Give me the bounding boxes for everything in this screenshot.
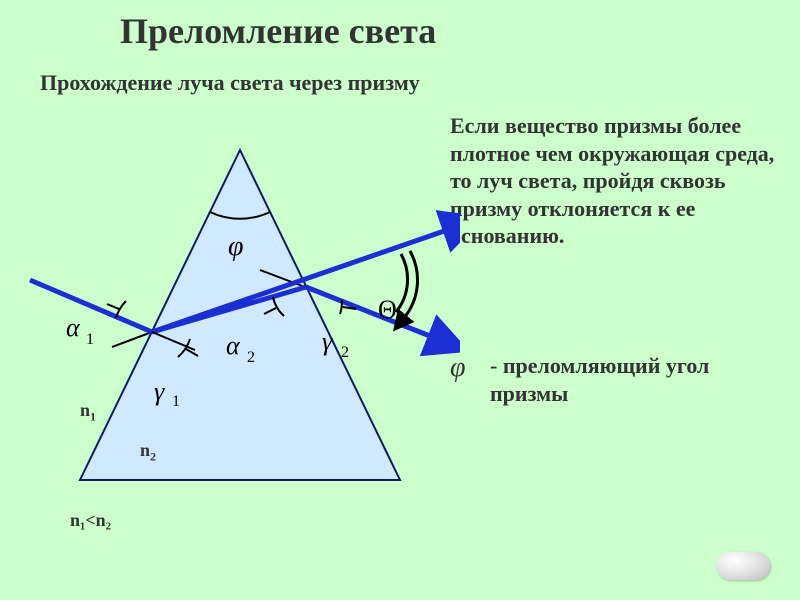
theta-label: Θ bbox=[378, 295, 397, 324]
next-page-button[interactable] bbox=[716, 552, 770, 580]
prism-diagram: φ α 1 γ 1 α 2 γ 2 Θ bbox=[20, 100, 460, 520]
alpha1-tick bbox=[107, 304, 119, 309]
phi-definition: - преломляющий угол призмы bbox=[490, 352, 780, 407]
n2-label: n2 bbox=[140, 440, 156, 465]
ray-incident bbox=[30, 280, 152, 332]
alpha1-arc bbox=[116, 301, 126, 318]
gamma1-label: γ bbox=[154, 377, 165, 406]
svg-text:2: 2 bbox=[341, 344, 349, 361]
prism-triangle bbox=[80, 150, 400, 480]
alpha2-label: α bbox=[226, 331, 241, 360]
svg-text:1: 1 bbox=[86, 331, 94, 348]
theta-arc-2 bbox=[396, 254, 408, 312]
subtitle: Прохождение луча света через призму bbox=[40, 70, 420, 96]
gamma2-label: γ bbox=[322, 327, 333, 356]
n1-label: n1 bbox=[80, 400, 96, 425]
svg-text:1: 1 bbox=[172, 393, 180, 410]
page-title: Преломление света bbox=[120, 10, 436, 52]
phi-label: φ bbox=[228, 231, 244, 262]
description-paragraph: Если вещество призмы более плотное чем о… bbox=[450, 112, 780, 250]
condition-label: n₁<n₂ bbox=[70, 510, 111, 531]
alpha1-label: α bbox=[66, 313, 81, 342]
svg-text:2: 2 bbox=[247, 349, 255, 366]
